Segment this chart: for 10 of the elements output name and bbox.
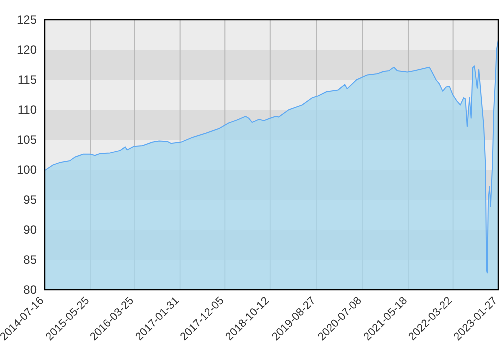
y-tick-label: 105 bbox=[16, 133, 38, 148]
y-tick-label: 100 bbox=[16, 163, 38, 178]
y-tick-label: 125 bbox=[16, 13, 38, 28]
y-tick-label: 80 bbox=[24, 283, 38, 298]
y-tick-label: 95 bbox=[24, 193, 38, 208]
y-tick-label: 90 bbox=[24, 223, 38, 238]
y-tick-label: 120 bbox=[16, 43, 38, 58]
y-tick-label: 85 bbox=[24, 253, 38, 268]
y-tick-label: 115 bbox=[18, 73, 38, 88]
y-tick-label: 110 bbox=[18, 103, 38, 118]
